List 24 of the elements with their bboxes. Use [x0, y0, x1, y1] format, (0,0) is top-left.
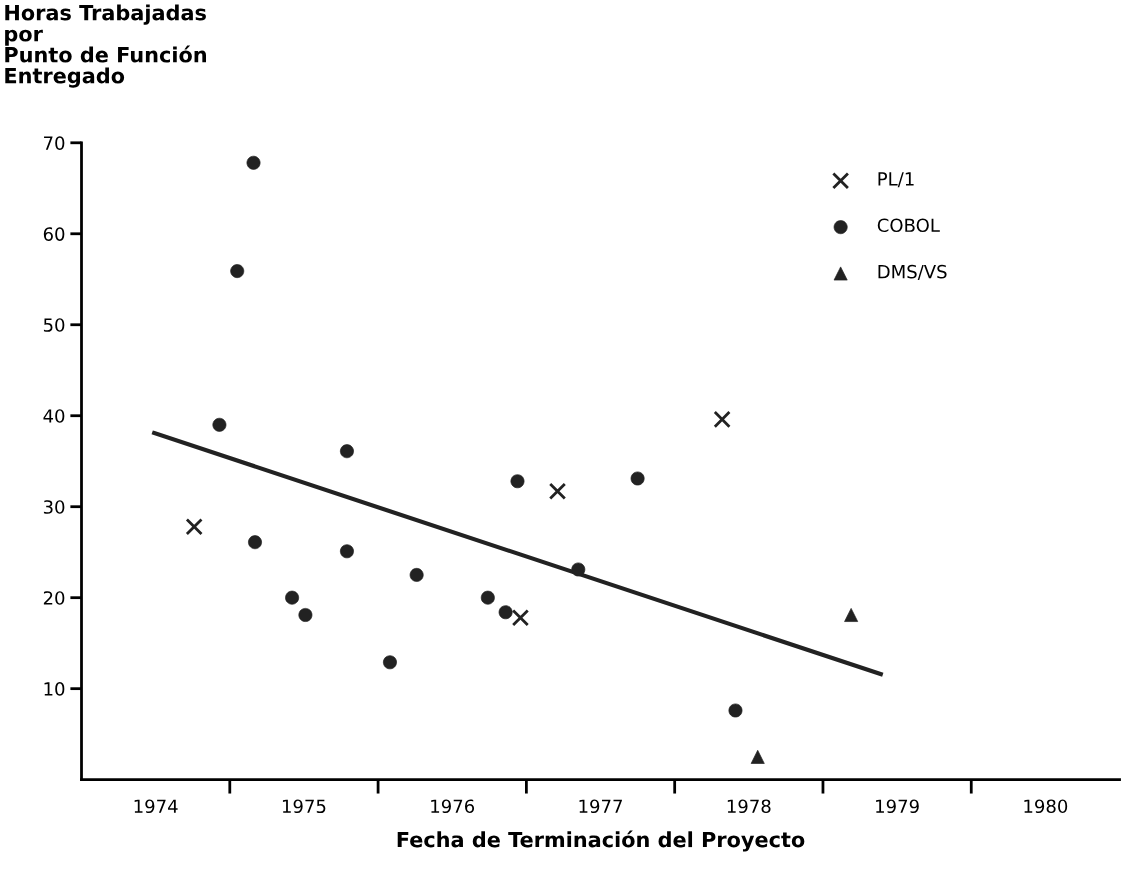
point	[511, 609, 530, 627]
x-axis-title: Fecha de Terminación del Proyecto	[397, 830, 805, 852]
y-tick-label: 30	[43, 500, 65, 514]
x-tick-label: 1977	[579, 799, 622, 814]
y-tick-label: 60	[43, 227, 65, 241]
x-tick-label: 1979	[876, 799, 919, 814]
y-tick-label: 70	[44, 136, 65, 150]
x-tick-label: 1974	[134, 799, 178, 814]
x-tick-label: 1978	[727, 799, 771, 814]
y-tick-label: 10	[44, 682, 65, 696]
y-tick-label: 50	[43, 318, 65, 332]
point	[728, 703, 743, 718]
legend-label: DMS/VS	[878, 264, 947, 280]
legend-label: PL/1	[878, 172, 914, 188]
x-tick-label: 1975	[282, 799, 326, 814]
point	[713, 410, 731, 429]
y-axis-title: Horas Trabajadas por Punto de Función Entregado	[5, 4, 207, 88]
y-tick-label: 20	[43, 591, 65, 605]
point	[185, 518, 203, 536]
point	[548, 482, 567, 500]
y-tick-label: 40	[43, 409, 65, 423]
legend-label: COBOL	[877, 218, 940, 233]
x-tick-label: 1976	[431, 799, 475, 814]
x-tick-label: 1980	[1024, 799, 1068, 814]
